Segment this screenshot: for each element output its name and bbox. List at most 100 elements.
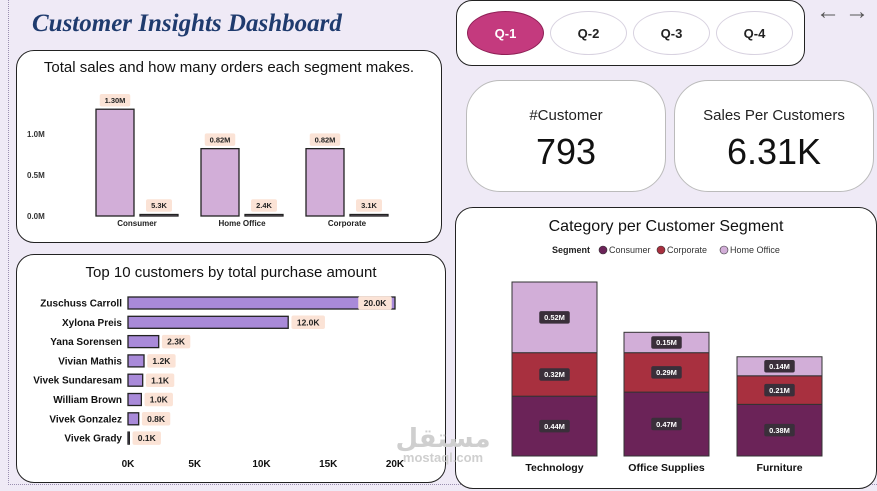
category-label-corporate: Corporate [328, 219, 367, 228]
dashboard-title: Customer Insights Dashboard [32, 10, 342, 37]
data-label-xylona-preis: 12.0K [297, 317, 321, 327]
data-label-home-office-s0: 0.82M [210, 135, 231, 144]
watermark-arabic: مستقل [395, 423, 491, 453]
data-label-consumer-s0: 1.30M [105, 96, 126, 105]
category-segment-chart: Segment Consumer Corporate Home Office 0.44M… [511, 245, 823, 474]
category-label-home-office: Home Office [218, 219, 266, 228]
data-label-vivian-mathis-bg [147, 354, 176, 368]
data-label-office-supplies-consumer-bg [651, 417, 682, 431]
segment-sales-chart: 0.0M 0.5M 1.0M 1.30M 5.3K Consumer 0.82M 2.4K Ho… [27, 93, 389, 228]
data-label-technology-consumer: 0.44M [544, 422, 565, 431]
data-label-corporate-s0: 0.82M [315, 135, 336, 144]
customer-name-zuschuss-carroll: Zuschuss Carroll [40, 299, 122, 310]
data-label-office-supplies-corporate: 0.29M [656, 368, 677, 377]
watermark: مستقل mostaql.com [388, 425, 498, 465]
legend-swatch-home-office [719, 245, 729, 255]
bar-william-brown [127, 392, 143, 407]
bar-xylona-preis [127, 315, 289, 329]
legend-label-home-office: Home Office [730, 245, 780, 255]
data-label-furniture-home-office: 0.14M [769, 362, 790, 371]
top-customers-card: Top 10 customers by total purchase amoun… [16, 254, 446, 483]
data-label-xylona-preis-bg [291, 315, 325, 330]
bar-zuschuss-carroll [127, 296, 396, 310]
bar-corporate-s1 [349, 213, 389, 217]
data-label-furniture-home-office-bg [764, 360, 795, 373]
quarter-button-q3[interactable]: Q-3 [633, 11, 710, 55]
top-customers-chart: Zuschuss Carroll 20.0K Xylona Preis 12.0K Ya… [33, 296, 405, 470]
data-label-yana-sorensen-bg [161, 334, 191, 349]
data-label-office-supplies-corporate-bg [651, 366, 682, 379]
data-label-corporate-s1-bg [356, 199, 382, 212]
bar-vivek-gonzalez [127, 412, 140, 426]
legend-label-corporate: Corporate [667, 245, 707, 255]
data-label-zuschuss-carroll: 20.0K [364, 298, 388, 308]
data-label-furniture-corporate-bg [764, 383, 795, 397]
data-label-consumer-s1-bg [146, 199, 172, 212]
quarter-button-q4[interactable]: Q-4 [716, 11, 793, 55]
x-tick-label: 5K [188, 459, 202, 470]
data-label-vivek-gonzalez-bg [141, 412, 171, 426]
legend-label-consumer: Consumer [609, 245, 651, 255]
kpi-sales-per-customer-value: 6.31K [726, 131, 822, 172]
data-label-technology-consumer-bg [539, 419, 570, 433]
bar-yana-sorensen [127, 334, 160, 349]
kpi-customers-value: 793 [535, 131, 597, 172]
legend-title: Segment [552, 245, 590, 255]
customer-name-yana-sorensen: Yana Sorensen [50, 337, 122, 348]
bar-consumer-s1 [139, 213, 179, 217]
quarter-nav: Q-1 Q-2 Q-3 Q-4 [456, 0, 805, 66]
bar-vivian-mathis [127, 354, 145, 368]
data-label-office-supplies-home-office-bg [651, 336, 682, 349]
data-label-technology-home-office-bg [539, 311, 570, 324]
data-label-vivek-sundaresam: 1.1K [151, 375, 170, 385]
customer-name-xylona-preis: Xylona Preis [62, 318, 122, 329]
bar-home-office-s0 [200, 147, 240, 217]
category-label-furniture: Furniture [756, 462, 802, 474]
quarter-button-q1[interactable]: Q-1 [467, 11, 544, 55]
data-label-home-office-s1-bg [251, 199, 277, 212]
x-tick-label: 0K [122, 459, 136, 470]
bar-vivek-sundaresam [127, 373, 144, 387]
legend-swatch-consumer [598, 245, 608, 255]
category-segment-card: Category per Customer Segment Segment Con… [455, 207, 877, 489]
bar-vivek-grady [127, 431, 130, 445]
kpi-card-sales-per-customer: Sales Per Customers 6.31K [674, 80, 874, 192]
frame-bottom-border [8, 484, 877, 485]
customer-name-vivek-gonzalez: Vivek Gonzalez [49, 414, 122, 425]
category-label-consumer: Consumer [117, 219, 157, 228]
customer-name-vivian-mathis: Vivian Mathis [58, 356, 122, 367]
data-label-corporate-s1: 3.1K [361, 201, 377, 210]
kpi-sales-per-customer-label: Sales Per Customers [703, 107, 845, 124]
quarter-button-q2[interactable]: Q-2 [550, 11, 627, 55]
forward-arrow-icon[interactable]: → [845, 0, 869, 25]
data-label-vivian-mathis: 1.2K [152, 356, 171, 366]
segment-sales-title: Total sales and how many orders each seg… [43, 59, 415, 76]
x-tick-label: 20K [386, 459, 405, 470]
customer-name-william-brown: William Brown [53, 395, 122, 406]
data-label-vivek-grady: 0.1K [138, 433, 157, 443]
bar-consumer-s0 [95, 108, 135, 217]
category-label-office-supplies: Office Supplies [628, 462, 705, 474]
y-tick-label: 0.5M [27, 171, 45, 180]
customer-name-vivek-sundaresam: Vivek Sundaresam [33, 376, 122, 387]
legend-swatch-corporate [656, 245, 666, 255]
bar-corporate-s0 [305, 147, 345, 217]
segment-sales-card: Total sales and how many orders each seg… [16, 50, 442, 243]
data-label-technology-corporate: 0.32M [544, 370, 565, 379]
kpi-customers-label: #Customer [529, 107, 603, 124]
data-label-office-supplies-consumer: 0.47M [656, 420, 677, 429]
data-label-furniture-consumer: 0.38M [769, 426, 790, 435]
data-label-office-supplies-home-office: 0.15M [656, 338, 677, 347]
x-tick-label: 10K [252, 459, 271, 470]
data-label-william-brown: 1.0K [150, 395, 169, 405]
data-label-furniture-consumer-bg [764, 423, 795, 437]
data-label-furniture-corporate: 0.21M [769, 386, 790, 395]
data-label-zuschuss-carroll-bg [358, 296, 392, 310]
top-customers-title: Top 10 customers by total purchase amoun… [85, 264, 377, 281]
customer-name-vivek-grady: Vivek Grady [64, 434, 122, 445]
data-label-vivek-gonzalez: 0.8K [147, 414, 166, 424]
data-label-corporate-s0-bg [309, 133, 341, 146]
x-tick-label: 15K [319, 459, 338, 470]
back-arrow-icon[interactable]: ← [816, 0, 840, 25]
bar-home-office-s1 [244, 213, 284, 217]
